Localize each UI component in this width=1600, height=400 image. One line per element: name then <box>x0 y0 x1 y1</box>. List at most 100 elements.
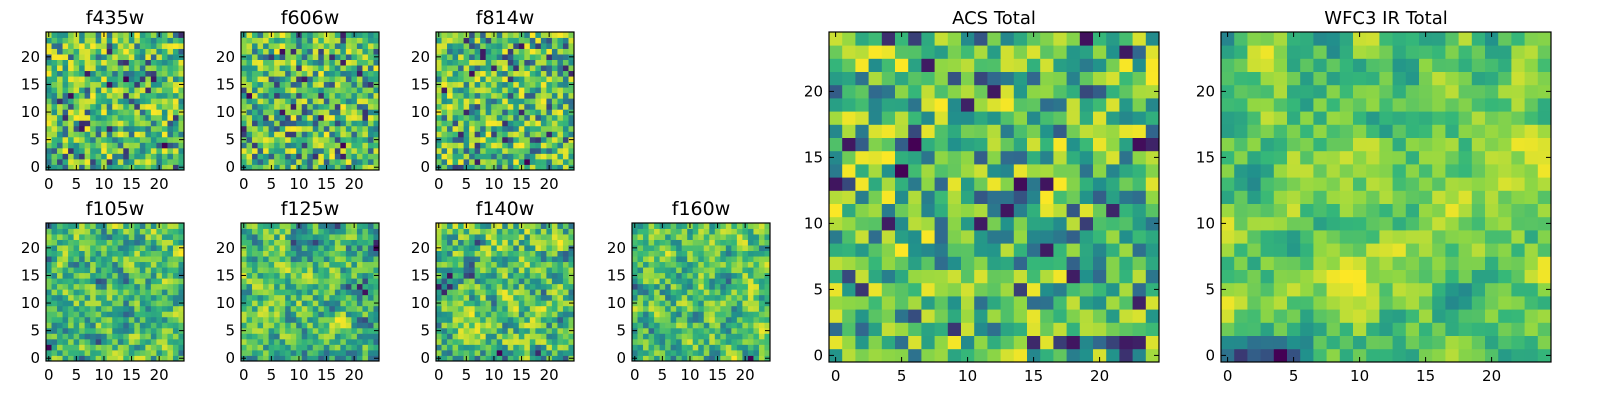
heatmap-cell <box>496 289 503 296</box>
heatmap-cell <box>436 294 442 301</box>
heatmap-cell <box>362 311 369 318</box>
heatmap-cell <box>117 272 124 279</box>
heatmap-cell <box>742 250 749 257</box>
heatmap-cell <box>279 142 286 149</box>
heatmap-cell <box>312 272 319 279</box>
heatmap-cell <box>362 300 369 307</box>
heatmap-cell <box>562 223 569 229</box>
heatmap-cell <box>546 239 553 246</box>
heatmap-cell <box>720 283 727 290</box>
heatmap-cell <box>279 300 286 307</box>
heatmap-cell <box>518 147 525 154</box>
heatmap-cell <box>274 283 281 290</box>
heatmap-cell <box>373 147 380 154</box>
heatmap-cell <box>279 278 286 285</box>
heatmap-cell <box>101 54 108 60</box>
heatmap-cell <box>535 87 542 94</box>
heatmap-cell <box>485 333 492 340</box>
heatmap-cell <box>62 245 69 251</box>
heatmap-cell <box>535 147 542 154</box>
heatmap-cell <box>95 131 102 138</box>
heatmap-cell <box>123 344 130 351</box>
heatmap-cell <box>485 261 492 268</box>
heatmap-cell <box>263 103 269 110</box>
heatmap-cell <box>540 125 547 132</box>
heatmap-cell <box>540 142 547 149</box>
heatmap-cell <box>698 316 705 323</box>
heatmap-cell <box>351 43 358 49</box>
heatmap-cell <box>112 120 119 127</box>
heatmap-cell <box>101 278 108 285</box>
heatmap-cell <box>62 65 69 72</box>
heatmap-cell <box>252 81 258 88</box>
heatmap-cell <box>921 296 935 310</box>
heatmap-cell <box>57 120 63 127</box>
heatmap-cell <box>178 76 185 83</box>
heatmap-cell <box>529 278 536 285</box>
heatmap-cell <box>373 250 380 257</box>
heatmap-cell <box>643 256 649 263</box>
heatmap-cell <box>670 355 677 362</box>
heatmap-cell <box>106 98 113 105</box>
heatmap-cell <box>731 250 738 257</box>
heatmap-cell <box>546 65 553 72</box>
heatmap-cell <box>172 278 179 285</box>
heatmap-cell <box>95 234 102 240</box>
heatmap-cell <box>252 103 258 110</box>
heatmap-cell <box>296 158 303 165</box>
heatmap-cell <box>529 294 536 301</box>
heatmap-cell <box>290 322 297 329</box>
heatmap-cell <box>84 245 91 251</box>
heatmap-cell <box>285 283 292 290</box>
heatmap-cell <box>568 43 575 49</box>
heatmap-cell <box>263 245 269 251</box>
heatmap-cell <box>507 54 514 60</box>
heatmap-cell <box>868 296 883 310</box>
heatmap-cell <box>161 349 168 356</box>
heatmap-cell <box>68 92 74 99</box>
heatmap-cell <box>491 305 498 312</box>
heatmap-cell <box>441 355 448 362</box>
heatmap-cell <box>252 228 258 235</box>
heatmap-cell <box>246 92 253 99</box>
heatmap-cell <box>568 147 575 154</box>
heatmap-cell <box>139 92 146 99</box>
heatmap-cell <box>637 338 644 345</box>
heatmap-cell <box>285 333 292 340</box>
heatmap-cell <box>463 142 470 149</box>
heatmap-cell <box>518 59 525 66</box>
heatmap-cell <box>441 223 448 229</box>
heatmap-cell <box>257 349 264 356</box>
heatmap-cell <box>367 344 374 351</box>
heatmap-cell <box>246 316 253 323</box>
heatmap-cell <box>1066 322 1081 336</box>
heatmap-cell <box>329 322 336 329</box>
heatmap-cell <box>709 267 716 274</box>
heatmap-cell <box>934 203 949 218</box>
heatmap-cell <box>709 239 716 246</box>
heatmap-cell <box>323 272 330 279</box>
heatmap-cell <box>290 59 297 66</box>
heatmap-cell <box>736 344 743 351</box>
heatmap-cell <box>150 114 157 121</box>
heatmap-cell <box>296 59 303 66</box>
heatmap-cell <box>648 261 655 268</box>
heatmap-cell <box>340 131 347 138</box>
heatmap-cell <box>106 349 113 356</box>
heatmap-cell <box>268 103 275 110</box>
heatmap-cell <box>659 311 666 318</box>
heatmap-cell <box>252 131 258 138</box>
heatmap-cell <box>474 65 481 72</box>
heatmap-cell <box>747 338 754 345</box>
heatmap-cell <box>731 272 738 279</box>
heatmap-cell <box>474 147 481 154</box>
heatmap-cell <box>562 37 569 44</box>
heatmap-cell <box>436 316 442 323</box>
heatmap-cell <box>172 131 179 138</box>
heatmap-cell <box>961 190 975 204</box>
heatmap-cell <box>463 349 470 356</box>
heatmap-cell <box>557 147 564 154</box>
heatmap-cell <box>134 316 141 323</box>
heatmap-cell <box>1066 190 1081 204</box>
heatmap-cell <box>513 300 520 307</box>
